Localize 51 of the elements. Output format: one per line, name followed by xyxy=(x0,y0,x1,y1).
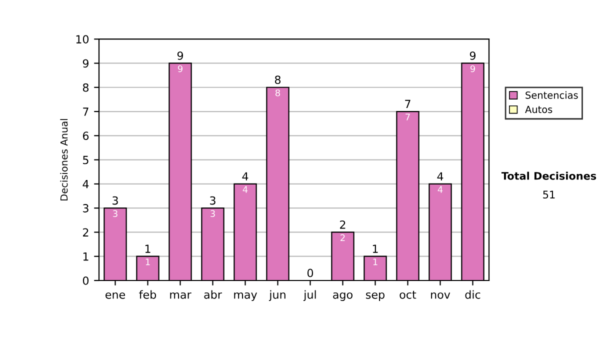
total-label: 2 xyxy=(340,220,346,229)
total-label: 4 xyxy=(242,172,248,180)
x-tick-label: dic xyxy=(465,290,480,299)
data-label: 3 xyxy=(113,210,118,217)
total-label: 0 xyxy=(307,268,314,278)
x-tick-label: feb xyxy=(139,290,156,299)
y-tick-label: 6 xyxy=(82,132,89,140)
y-tick-label: 5 xyxy=(83,156,88,164)
x-tick-label: jun xyxy=(268,290,286,301)
data-label: 9 xyxy=(470,65,475,72)
x-tick-label: mar xyxy=(170,292,192,299)
total-label: 9 xyxy=(470,51,476,60)
legend-label: Sentencias xyxy=(526,91,578,99)
text: 51 xyxy=(543,190,555,199)
data-label: 9 xyxy=(178,65,182,72)
y-tick-label: 3 xyxy=(83,204,88,212)
y-tick-label: 7 xyxy=(83,108,88,116)
data-label: 1 xyxy=(373,258,378,266)
y-tick-label: 0 xyxy=(82,276,89,285)
x-tick-label: ene xyxy=(106,292,126,299)
total-label: 1 xyxy=(145,244,150,253)
total-label: 4 xyxy=(437,172,444,180)
x-tick-label: may xyxy=(234,292,258,301)
data-label: 3 xyxy=(210,210,215,217)
total-label: 8 xyxy=(274,76,281,84)
x-tick-label: jul xyxy=(303,290,316,301)
x-tick-label: nov xyxy=(431,292,450,299)
y-tick-label: 8 xyxy=(82,83,89,92)
data-label: 2 xyxy=(340,234,345,242)
total-label: 9 xyxy=(177,51,184,60)
data-label: 7 xyxy=(406,114,410,120)
y-tick-label: 2 xyxy=(83,228,88,236)
total-label: 3 xyxy=(210,196,216,205)
x-tick-label: ago xyxy=(333,292,352,301)
y-tick-label: 4 xyxy=(82,180,89,188)
y-axis-title: Decisiones Anual xyxy=(60,119,68,200)
total-label: 1 xyxy=(372,244,378,253)
y-tick-label: 10 xyxy=(76,35,89,44)
data-label: 4 xyxy=(242,186,248,193)
data-label: 8 xyxy=(275,89,280,96)
x-tick-label: oct xyxy=(400,290,416,299)
x-tick-label: sep xyxy=(366,292,384,301)
x-tick-label: abr xyxy=(204,290,222,299)
data-label: 1 xyxy=(146,258,150,266)
text: Total Decisiones xyxy=(501,172,596,180)
y-tick-label: 1 xyxy=(83,252,88,261)
total-label: 3 xyxy=(112,196,118,205)
total-label: 7 xyxy=(405,100,410,108)
data-label: 4 xyxy=(438,186,443,193)
y-tick-label: 9 xyxy=(82,59,88,68)
legend-label: Autos xyxy=(525,106,552,114)
